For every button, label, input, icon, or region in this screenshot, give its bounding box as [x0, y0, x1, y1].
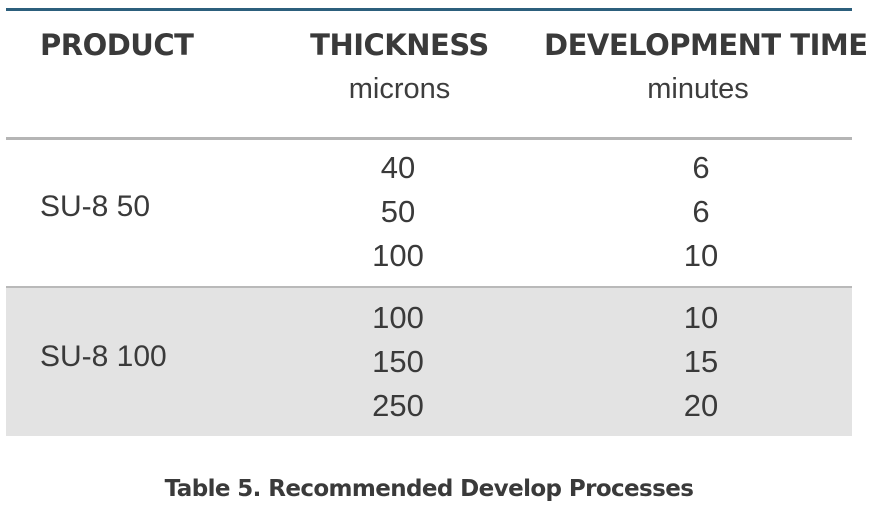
product-name: SU-8 100 — [40, 340, 167, 373]
table-top-rule — [6, 8, 852, 11]
time-cell: 20 — [683, 388, 719, 423]
thickness-cell: 250 — [372, 388, 424, 423]
time-cell: 6 — [692, 194, 710, 229]
thickness-cell: 100 — [372, 238, 424, 273]
header-development-time: DEVELOPMENT TIME — [544, 28, 868, 62]
thickness-cell: 50 — [380, 194, 416, 229]
time-cell: 10 — [683, 238, 719, 273]
thickness-cell: 100 — [372, 300, 424, 335]
thickness-cell: 150 — [372, 344, 424, 379]
table-caption: Table 5. Recommended Develop Processes — [164, 476, 694, 502]
header-thickness: THICKNESS — [310, 28, 489, 62]
table-group-su8-100: SU-8 100 100 10 150 15 250 20 — [6, 288, 852, 436]
time-cell: 15 — [683, 344, 719, 379]
header-thickness-unit: microns — [348, 73, 451, 105]
thickness-cell: 40 — [380, 150, 416, 185]
time-cell: 6 — [692, 150, 710, 185]
table-header: PRODUCT THICKNESS DEVELOPMENT TIME micro… — [6, 11, 868, 137]
product-name: SU-8 50 — [40, 190, 151, 223]
header-divider — [6, 137, 852, 140]
header-product: PRODUCT — [40, 28, 194, 62]
table-group-su8-50: SU-8 50 40 6 50 6 100 10 — [6, 140, 852, 286]
header-development-time-unit: minutes — [647, 73, 749, 105]
group-divider — [6, 286, 852, 288]
time-cell: 10 — [683, 300, 719, 335]
